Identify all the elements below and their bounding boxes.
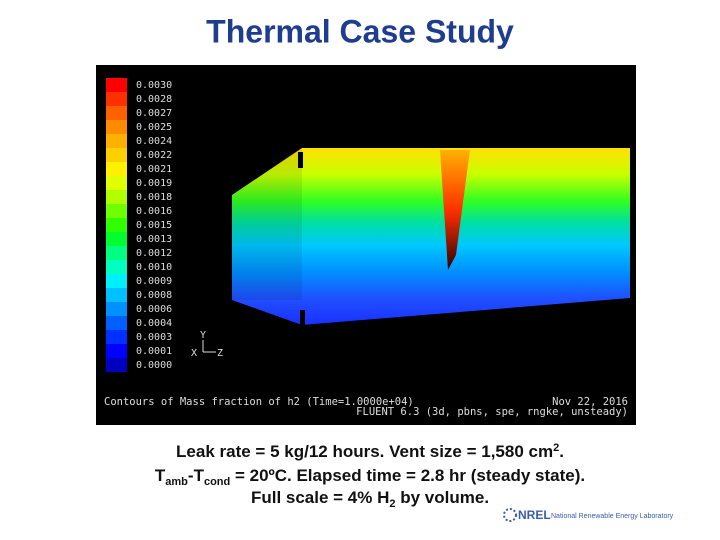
legend: 0.0030 0.0028 0.0027 0.0025 0.0024 0.0022 0.00… (106, 78, 172, 372)
footer-date: Nov 22, 2016 (552, 396, 628, 408)
caption-line2: Tamb-Tcond = 20ºC. Elapsed time = 2.8 hr… (155, 466, 585, 488)
legend-swatch (106, 204, 127, 218)
legend-label: 0.0027 (136, 108, 172, 119)
legend-label: 0.0006 (136, 304, 172, 315)
caption-sub: cond (204, 476, 230, 488)
legend-swatch (106, 302, 127, 316)
legend-label: 0.0022 (136, 150, 172, 161)
caption-text: . (559, 442, 564, 461)
caption-line3: Full scale = 4% H2 by volume. (251, 488, 489, 510)
legend-swatch (106, 92, 127, 106)
vent-top (298, 152, 303, 168)
legend-label: 0.0019 (136, 178, 172, 189)
slide-title: Thermal Case Study (206, 13, 514, 49)
caption-text: Leak rate = 5 kg/12 hours. Vent size = 1… (176, 442, 553, 461)
legend-label: 0.0024 (136, 136, 172, 147)
caption-sub: amb (165, 476, 188, 488)
legend-label: 0.0013 (136, 234, 172, 245)
legend-swatch (106, 260, 127, 274)
legend-label: 0.0025 (136, 122, 172, 133)
legend-swatch (106, 218, 127, 232)
legend-label: 0.0003 (136, 332, 172, 343)
legend-swatch (106, 120, 127, 134)
legend-swatch (106, 288, 127, 302)
caption-text: T (155, 466, 166, 485)
caption-text: Full scale = 4% H (251, 488, 389, 507)
legend-label: 0.0010 (136, 262, 172, 273)
legend-label: 0.0008 (136, 290, 172, 301)
legend-swatch (106, 176, 127, 190)
box-side-shade (232, 148, 302, 300)
axis-triad (202, 340, 216, 353)
vent-bottom (300, 310, 305, 326)
legend-swatch (106, 190, 127, 204)
plume (440, 150, 470, 270)
legend-label: 0.0028 (136, 94, 172, 105)
legend-swatch (106, 330, 127, 344)
caption-line1: Leak rate = 5 kg/12 hours. Vent size = 1… (176, 442, 564, 461)
logo-name: National Renewable Energy Laboratory (551, 513, 674, 520)
logo: NREL National Renewable Energy Laborator… (503, 508, 674, 522)
legend-label: 0.0016 (136, 206, 172, 217)
axis-y: Y (200, 330, 206, 341)
caption-sub: 2 (389, 498, 395, 510)
domain-box (232, 148, 630, 325)
legend-label: 0.0004 (136, 318, 172, 329)
legend-label: 0.0009 (136, 276, 172, 287)
legend-swatch (106, 358, 127, 372)
caption-sup: 2 (553, 442, 559, 454)
legend-swatch (106, 246, 127, 260)
footer-left: Contours of Mass fraction of h2 (Time=1.… (104, 396, 414, 408)
footer-solver: FLUENT 6.3 (3d, pbns, spe, rngke, unstea… (356, 406, 628, 418)
legend-swatch (106, 232, 127, 246)
caption-text: = 20ºC. Elapsed time = 2.8 hr (steady st… (230, 466, 585, 485)
legend-swatch (106, 316, 127, 330)
legend-swatch (106, 344, 127, 358)
legend-label: 0.0021 (136, 164, 172, 175)
legend-label: 0.0015 (136, 220, 172, 231)
legend-swatch (106, 106, 127, 120)
legend-label: 0.0018 (136, 192, 172, 203)
caption-text: -T (188, 466, 205, 485)
legend-label: 0.0030 (136, 80, 172, 91)
legend-label: 0.0012 (136, 248, 172, 259)
axis-z: Z (217, 348, 223, 359)
logo-mark: NREL (518, 508, 551, 522)
legend-swatch (106, 134, 127, 148)
legend-label: 0.0001 (136, 346, 172, 357)
legend-swatch (106, 162, 127, 176)
legend-swatch (106, 148, 127, 162)
caption-text: by volume. (396, 488, 490, 507)
legend-label: 0.0000 (136, 360, 172, 371)
legend-swatch (106, 78, 127, 92)
axis-x: X (191, 348, 197, 359)
legend-swatch (106, 274, 127, 288)
